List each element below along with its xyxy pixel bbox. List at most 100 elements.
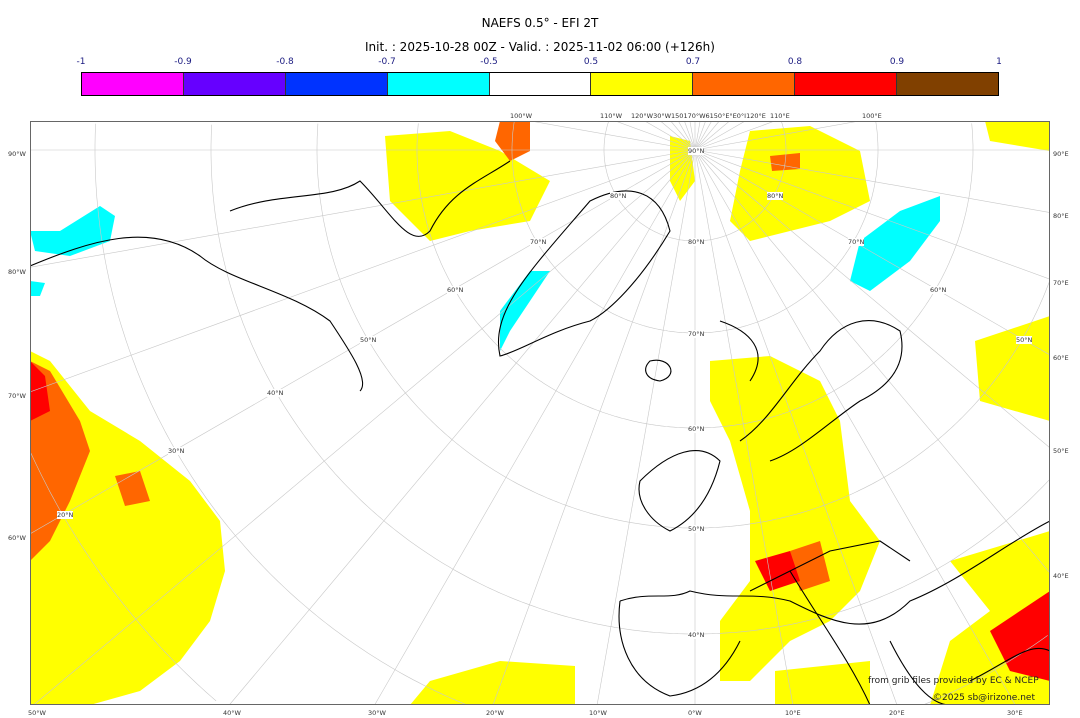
meridian-line xyxy=(694,149,1050,449)
latitude-circle xyxy=(316,123,1050,529)
colorbar xyxy=(81,72,999,96)
axis-label-top: 110°W xyxy=(600,112,623,120)
latitude-label: 50°N xyxy=(688,525,705,533)
meridian-line xyxy=(694,121,730,151)
colorbar-tick-label: -0.5 xyxy=(480,57,498,67)
copyright: ©2025 sb@irizone.net xyxy=(933,693,1035,703)
meridian-line xyxy=(615,121,696,151)
colorbar-swatch xyxy=(285,73,388,95)
axis-label-right: 60°E xyxy=(1053,354,1069,362)
latitude-label: 70°N xyxy=(688,330,705,338)
colorbar-tick-label: 0.8 xyxy=(787,57,803,67)
meridian-line xyxy=(229,149,696,705)
colorbar-tick-label: -0.9 xyxy=(174,57,192,67)
axis-label-left: 70°W xyxy=(8,392,26,400)
meridian-line xyxy=(694,121,720,151)
meridian-line xyxy=(694,149,1050,213)
latitude-label: 90°N xyxy=(688,147,705,155)
latitude-label: 50°N xyxy=(360,336,377,344)
source-credit: from grib files provided by EC & NCEP xyxy=(868,676,1039,686)
efi-shading xyxy=(30,121,1050,705)
colorbar-tick-label: 0.7 xyxy=(685,57,701,67)
colorbar-swatch xyxy=(693,73,796,95)
latitude-label: 40°N xyxy=(688,631,705,639)
axis-label-top: 120°W30°W150170°W6150°E°E0°I120°E xyxy=(631,112,766,120)
axis-label-bottom: 0°W xyxy=(688,709,702,717)
map-frame xyxy=(30,121,1050,705)
axis-label-bottom: 20°W xyxy=(486,709,504,717)
meridian-line xyxy=(30,149,696,268)
colorbar-swatch xyxy=(489,73,592,95)
meridian-line xyxy=(694,149,794,705)
axis-label-right: 90°E xyxy=(1053,150,1069,158)
axis-label-left: 80°W xyxy=(8,268,26,276)
latitude-label: 70°N xyxy=(530,238,547,246)
meridian-line xyxy=(694,149,898,705)
meridian-line xyxy=(694,149,1016,705)
meridian-line xyxy=(694,121,701,151)
colorbar-tick-label: 0.5 xyxy=(583,57,599,67)
axis-label-left: 90°W xyxy=(8,150,26,158)
axis-label-bottom: 50°W xyxy=(28,709,46,717)
latitude-label: 60°N xyxy=(447,286,464,294)
chart-title: NAEFS 0.5° - EFI 2T xyxy=(481,16,599,30)
meridian-line xyxy=(694,121,712,151)
colorbar-swatch xyxy=(897,73,999,95)
graticule xyxy=(30,121,1050,705)
meridian-line xyxy=(644,121,696,151)
meridian-line xyxy=(694,149,1050,280)
axis-label-right: 40°E xyxy=(1053,572,1069,580)
latitude-label: 80°N xyxy=(610,192,627,200)
meridian-line xyxy=(492,149,696,705)
latitude-label: 20°N xyxy=(57,511,74,519)
meridian-line xyxy=(33,149,696,705)
latitude-label: 80°N xyxy=(767,192,784,200)
meridian-line xyxy=(670,121,696,151)
meridian-line xyxy=(684,121,696,151)
axis-label-bottom: 30°W xyxy=(368,709,386,717)
axis-label-bottom: 30°E xyxy=(1007,709,1023,717)
meridian-line xyxy=(30,149,696,393)
axis-label-right: 50°E xyxy=(1053,447,1069,455)
colorbar-swatch xyxy=(591,73,694,95)
latitude-label: 50°N xyxy=(1016,336,1033,344)
latitude-circle xyxy=(210,124,1050,635)
meridian-line xyxy=(660,121,696,151)
colorbar-swatch xyxy=(183,73,286,95)
meridian-line xyxy=(694,149,1050,356)
axis-label-top: 100°E xyxy=(862,112,882,120)
axis-label-right: 70°E xyxy=(1053,279,1069,287)
axis-label-bottom: 40°W xyxy=(223,709,241,717)
axis-label-bottom: 20°E xyxy=(889,709,905,717)
meridian-line xyxy=(678,121,696,151)
colorbar-swatch xyxy=(387,73,490,95)
meridian-line xyxy=(694,121,860,151)
colorbar-tick-label: 1 xyxy=(996,57,1002,67)
latitude-label: 60°N xyxy=(688,425,705,433)
latitude-label: 80°N xyxy=(688,238,705,246)
latitude-circle xyxy=(30,452,217,702)
meridian-line xyxy=(694,121,746,151)
axis-label-top: 100°W xyxy=(510,112,533,120)
meridian-line xyxy=(530,121,696,151)
chart-subtitle: Init. : 2025-10-28 00Z - Valid. : 2025-1… xyxy=(365,40,715,54)
colorbar-swatch xyxy=(795,73,898,95)
colorbar-swatch xyxy=(82,73,184,95)
axis-label-bottom: 10°E xyxy=(785,709,801,717)
colorbar-tick-label: -1 xyxy=(76,57,86,67)
map xyxy=(30,121,1050,705)
axis-label-left: 60°W xyxy=(8,534,26,542)
latitude-label: 30°N xyxy=(168,447,185,455)
colorbar-tick-label: -0.7 xyxy=(378,57,396,67)
meridian-line xyxy=(596,149,696,705)
latitude-label: 40°N xyxy=(267,389,284,397)
colorbar-tick-label: 0.9 xyxy=(889,57,905,67)
latitude-circle xyxy=(94,123,1048,705)
axis-label-bottom: 10°W xyxy=(589,709,607,717)
axis-label-right: 80°E xyxy=(1053,212,1069,220)
meridian-line xyxy=(694,121,775,151)
meridian-line xyxy=(689,121,696,151)
axis-label-top: 110°E xyxy=(770,112,790,120)
meridian-line xyxy=(374,149,696,705)
latitude-label: 60°N xyxy=(930,286,947,294)
